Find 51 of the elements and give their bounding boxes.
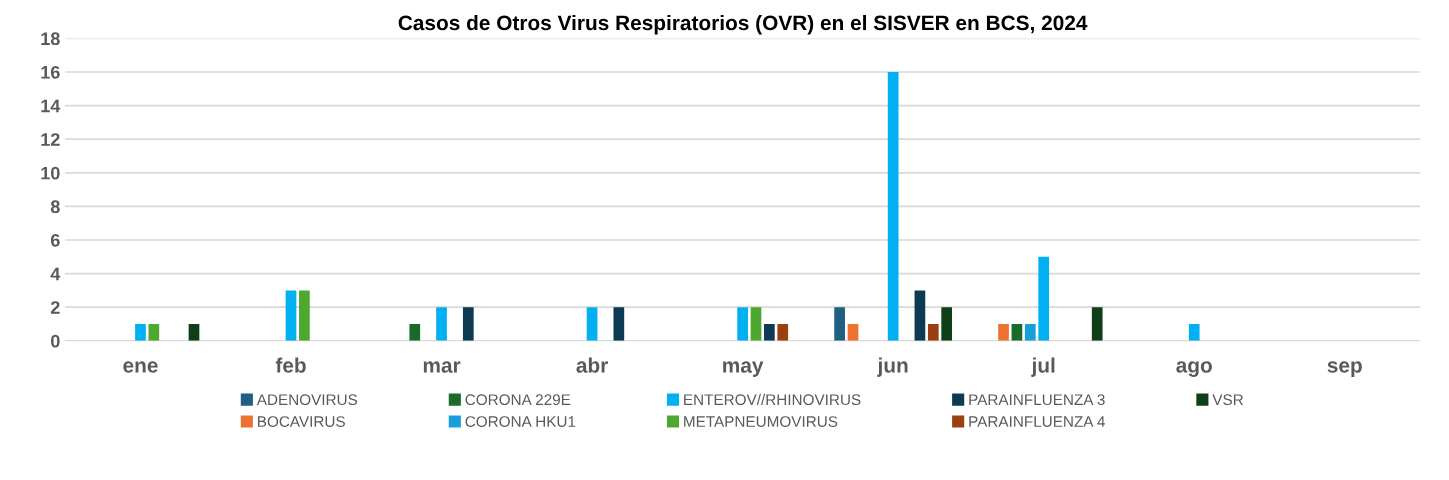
- x-tick-label: sep: [1327, 361, 1362, 377]
- y-tick-label: 18: [41, 32, 60, 46]
- legend-label: BOCAVIRUS: [258, 416, 345, 427]
- y-tick-label: 12: [41, 133, 60, 146]
- bar: [914, 290, 926, 341]
- bar: [462, 307, 474, 341]
- legend-label: PARAINFLUENZA 3: [969, 394, 1105, 406]
- bar: [834, 307, 845, 341]
- x-tick-label: mar: [423, 361, 461, 373]
- bar: [1024, 324, 1036, 341]
- bar: [927, 324, 939, 341]
- x-tick-label: ene: [123, 361, 158, 373]
- y-tick-label: 6: [50, 233, 60, 247]
- legend-label: PARAINFLUENZA 4: [969, 416, 1105, 427]
- bar: [409, 324, 421, 341]
- x-tick-label: jul: [1031, 357, 1055, 377]
- bar: [887, 72, 899, 341]
- legend-label: VSR: [1212, 394, 1244, 406]
- legend-label: METAPNEUMOVIRUS: [684, 416, 838, 427]
- x-tick-label: jun: [877, 357, 908, 377]
- x-tick-label: may: [723, 361, 764, 377]
- bar: [777, 324, 789, 341]
- bar: [1188, 324, 1200, 341]
- bar: [764, 324, 775, 341]
- bar: [737, 307, 748, 341]
- legend-label: ADENOVIRUS: [256, 394, 358, 406]
- legend-label: ENTEROV//RHINOVIRUS: [684, 393, 861, 406]
- legend-label: CORONA 229E: [465, 394, 571, 406]
- bar: [1091, 307, 1103, 341]
- y-tick-label: 10: [41, 166, 60, 180]
- bar: [436, 307, 447, 341]
- bar: [586, 307, 598, 341]
- y-tick-label: 4: [50, 267, 61, 281]
- y-tick-label: 8: [50, 200, 60, 214]
- legend-label: CORONA HKU1: [465, 416, 576, 427]
- x-tick-label: feb: [275, 357, 306, 373]
- y-tick-label: 16: [41, 65, 60, 79]
- x-tick-label: abr: [576, 357, 608, 373]
- bar: [285, 290, 297, 341]
- bar: [299, 290, 310, 341]
- y-tick-label: 2: [50, 301, 60, 314]
- bar: [750, 307, 762, 341]
- bar: [613, 307, 625, 341]
- bar: [135, 324, 146, 341]
- x-tick-label: ago: [1176, 361, 1212, 377]
- bar: [998, 324, 1009, 341]
- bar: [941, 307, 953, 341]
- bar: [1038, 256, 1050, 341]
- y-tick-label: 0: [51, 334, 60, 348]
- y-tick-label: 14: [41, 99, 61, 113]
- chart-title: Casos de Otros Virus Respiratorios (OVR) en el SISVER en BCS, 2024: [398, 14, 1088, 35]
